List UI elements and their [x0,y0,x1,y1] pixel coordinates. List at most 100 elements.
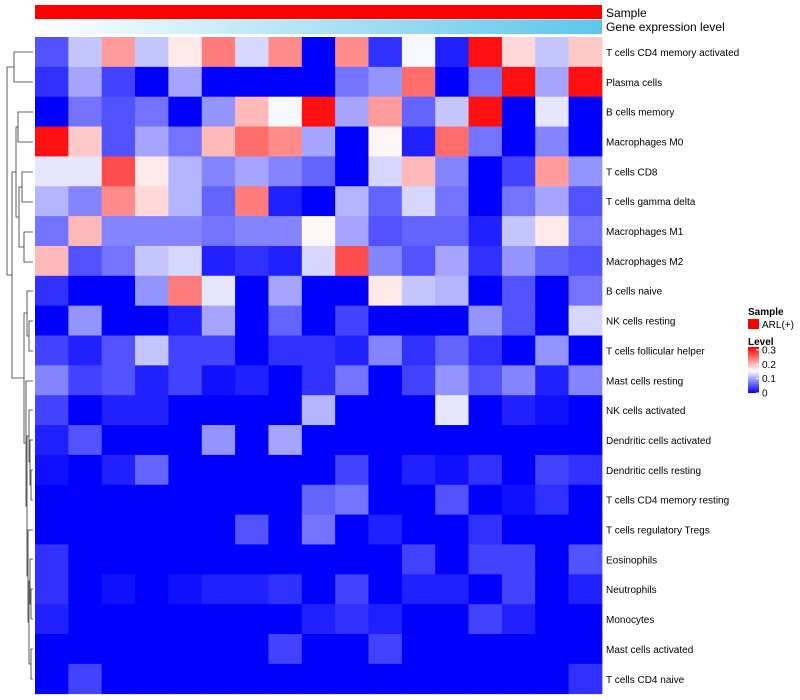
heatmap-cell [268,544,303,575]
heatmap-cell [468,275,503,307]
heatmap-cell [568,66,603,98]
heatmap-cell [135,425,169,456]
heatmap-cell [68,425,103,456]
heatmap-cell [568,574,603,605]
heatmap-cell [301,544,336,575]
heatmap-cell [501,544,536,575]
heatmap-cell [501,66,536,98]
heatmap-cell [301,634,336,665]
heatmap-cell [368,245,403,277]
heatmap-cell [501,574,536,605]
heatmap-cell [301,484,336,515]
row-label: Dendritic cells activated [606,436,711,447]
heatmap-cell [568,395,603,426]
heatmap-cell [435,156,469,187]
heatmap-cell [235,604,269,635]
heatmap-cell [501,484,536,515]
heatmap-cell [135,216,169,247]
heatmap-cell [201,484,236,515]
heatmap-cell [501,216,536,247]
heatmap-cell [535,574,569,605]
heatmap-cell [468,574,503,605]
level-legend-gradient [748,347,759,393]
heatmap-cell [535,365,569,396]
sample-legend-swatch [748,319,759,329]
heatmap-cell [401,514,436,545]
heatmap-cell [401,425,436,456]
heatmap-cell [268,484,303,515]
legend: Sample ARL(+) Level 0 0.1 0.2 0.3 [748,307,794,400]
heatmap-cell [135,454,169,486]
heatmap-cell [301,395,336,426]
heatmap-cell [35,37,69,68]
heatmap-cell [101,186,136,217]
heatmap-cell [535,275,569,307]
heatmap-cell [335,126,369,157]
heatmap-cell [101,216,136,247]
heatmap-cell [201,425,236,456]
heatmap-cell [235,425,269,456]
heatmap-cell [135,514,169,545]
row-label: NK cells activated [606,406,685,417]
heatmap-cell [68,275,103,307]
heatmap-cell [101,126,136,157]
heatmap-cell [101,454,136,486]
heatmap-cell [568,454,603,486]
heatmap-cell [68,663,103,695]
heatmap-cell [68,186,103,217]
heatmap-cell [368,454,403,486]
row-label: T cells CD4 naive [606,675,685,686]
sample-legend-title: Sample [748,307,784,318]
heatmap-cell [35,66,69,98]
heatmap-cell [168,365,203,396]
heatmap-cell [401,216,436,247]
heatmap-cell [168,156,203,187]
heatmap-cell [235,395,269,426]
heatmap-cell [68,335,103,366]
heatmap-cell [101,305,136,336]
heatmap-cell [68,216,103,247]
heatmap-cell [268,126,303,157]
row-label: Plasma cells [606,78,662,89]
heatmap-cell [501,156,536,187]
heatmap-cell [468,126,503,157]
heatmap-cell [568,275,603,307]
heatmap-cell [268,186,303,217]
row-label: Macrophages M1 [606,227,684,238]
heatmap-cell [435,514,469,545]
heatmap-cell [168,425,203,456]
heatmap-cell [568,663,603,695]
heatmap-cell [568,335,603,366]
heatmap-cell [335,335,369,366]
row-label: Eosinophils [606,555,657,566]
heatmap-cell [401,544,436,575]
heatmap-cell [501,514,536,545]
heatmap-cell [201,365,236,396]
heatmap-cell [568,634,603,665]
heatmap-cell [201,604,236,635]
heatmap-cell [68,395,103,426]
heatmap-cell [468,604,503,635]
heatmap-cell [68,484,103,515]
row-label: Macrophages M0 [606,138,684,149]
heatmap-cell [35,484,69,515]
heatmap-cell [201,514,236,545]
row-label: NK cells resting [606,317,675,328]
heatmap-cell [335,484,369,515]
heatmap-cell [35,425,69,456]
sample-annotation-bar [35,5,602,19]
heatmap-cell [268,37,303,68]
heatmap-cell [435,604,469,635]
heatmap-cell [201,305,236,336]
heatmap-cell [301,216,336,247]
heatmap-cell [401,275,436,307]
heatmap-cell [435,484,469,515]
row-label: B cells naive [606,287,663,298]
heatmap-cell [235,37,269,68]
heatmap-cell [201,126,236,157]
heatmap-cell [435,335,469,366]
heatmap-cell [268,275,303,307]
heatmap-cell [135,544,169,575]
heatmap-cell [201,37,236,68]
heatmap-cell [201,663,236,695]
